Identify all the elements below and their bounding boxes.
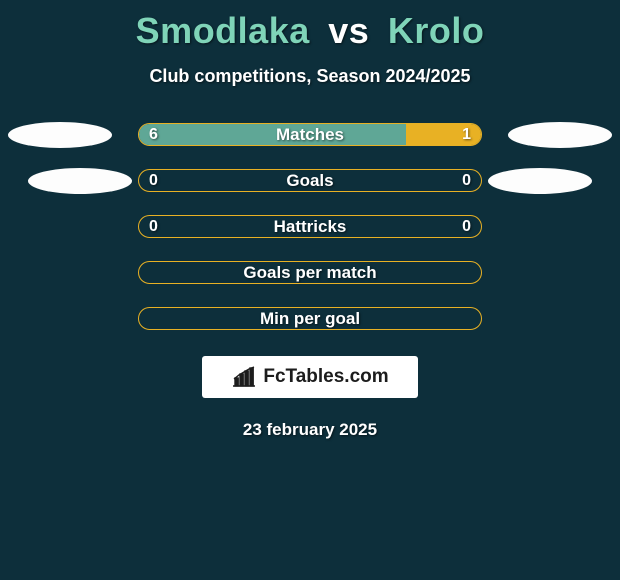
logo-text: FcTables.com	[263, 366, 388, 388]
logo-badge: FcTables.com	[202, 356, 418, 398]
comparison-card: Smodlaka vs Krolo Club competitions, Sea…	[0, 0, 620, 580]
stat-bar: 0 0Goals	[138, 169, 482, 192]
stat-row: 0 0Goals	[0, 169, 620, 192]
player1-marker	[8, 122, 112, 148]
player1-marker	[28, 168, 132, 194]
page-title: Smodlaka vs Krolo	[136, 10, 485, 52]
subtitle: Club competitions, Season 2024/2025	[149, 66, 470, 87]
title-player1: Smodlaka	[136, 10, 310, 51]
stat-row: 61Matches	[0, 123, 620, 146]
player2-value: 0	[462, 172, 471, 190]
stat-row: 0 0Hattricks	[0, 215, 620, 238]
title-vs: vs	[328, 10, 369, 51]
player1-value: 0	[149, 218, 158, 236]
stat-label: Goals per match	[139, 263, 481, 283]
stat-bar: 0 0Hattricks	[138, 215, 482, 238]
stat-label: Hattricks	[139, 217, 481, 237]
player2-marker	[508, 122, 612, 148]
stat-label: Min per goal	[139, 309, 481, 329]
title-player2: Krolo	[388, 10, 485, 51]
stat-row: Min per goal	[0, 307, 620, 330]
player1-value: 0	[149, 172, 158, 190]
stat-label: Goals	[139, 171, 481, 191]
stat-bar: Min per goal	[138, 307, 482, 330]
player2-value: 1	[462, 126, 471, 144]
player1-fill	[139, 124, 406, 145]
chart-icon	[231, 366, 257, 388]
player2-marker	[488, 168, 592, 194]
stat-bar: 61Matches	[138, 123, 482, 146]
stat-row: Goals per match	[0, 261, 620, 284]
player2-value: 0	[462, 218, 471, 236]
stats-container: 61Matches00Goals00HattricksGoals per mat…	[0, 123, 620, 330]
stat-bar: Goals per match	[138, 261, 482, 284]
player1-value: 6	[149, 126, 158, 144]
date-label: 23 february 2025	[243, 420, 377, 440]
